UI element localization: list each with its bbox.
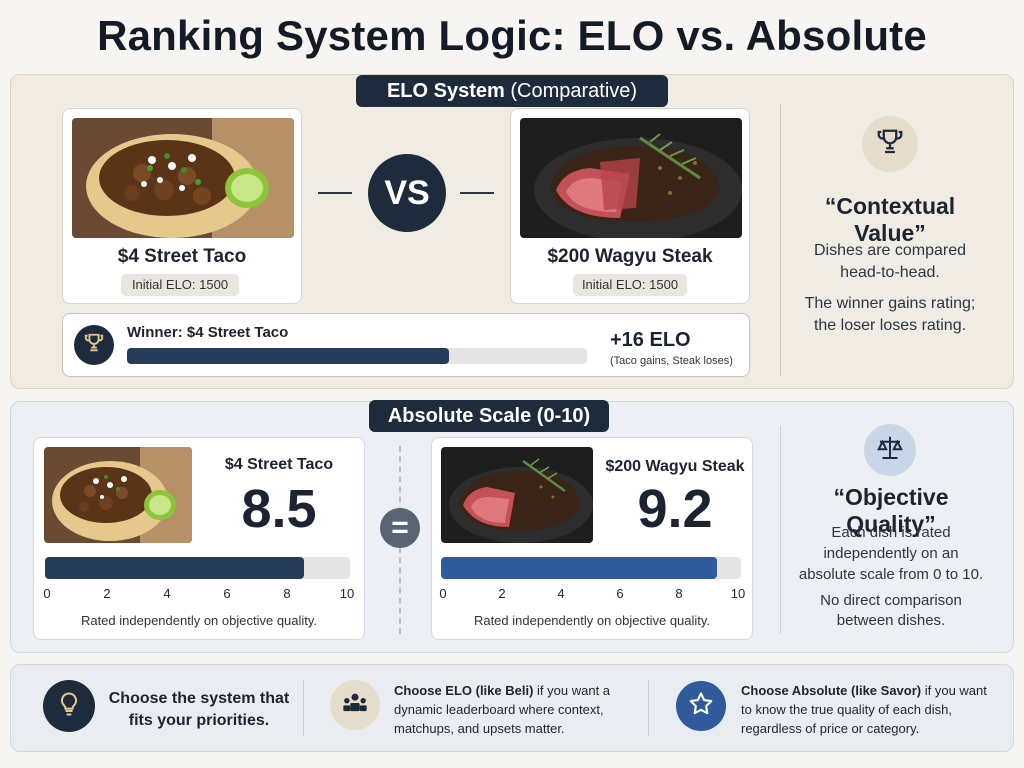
abs-taco-scale-fill [45, 557, 305, 579]
equals-sign: = [391, 511, 409, 544]
winner-trophy-badge [74, 325, 114, 365]
elo-pill-title: ELO System [386, 80, 505, 102]
trophy-icon [83, 332, 105, 359]
abs-taco-tick-10: 10 [339, 586, 355, 601]
star-icon [687, 690, 715, 723]
abs-steak-tick-4: 4 [557, 586, 565, 601]
footer-tip: Choose the system that fits your priorit… [108, 690, 290, 729]
footer-absolute-choice-rest: if you want to know the true quality of … [741, 683, 987, 736]
elo-steak-name: $200 Wagyu Steak [547, 246, 713, 267]
elo-steak-card [510, 108, 750, 304]
footer-section [10, 664, 1014, 752]
abs-taco-score: 8.5 [241, 479, 317, 539]
abs-steak-tick-6: 6 [616, 586, 624, 601]
abs-divider [780, 426, 781, 634]
contextual-value-heading: “Contextual Value” [824, 193, 956, 246]
contextual-text-2: The winner gains rating; the loser loses… [804, 295, 976, 334]
abs-steak-score: 9.2 [637, 479, 713, 539]
absolute-choice-badge [676, 681, 726, 731]
abs-steak-tick-0: 0 [439, 586, 447, 601]
objective-text-2: No direct comparison between dishes. [820, 592, 962, 629]
footer-divider-1 [303, 680, 304, 736]
contextual-trophy-badge [862, 116, 918, 172]
winner-label: Winner: $4 Street Taco [127, 324, 289, 341]
abs-taco-tick-2: 2 [103, 586, 111, 601]
steak-photo-small [441, 447, 593, 543]
abs-steak-tick-10: 10 [730, 586, 746, 601]
abs-taco-card [33, 437, 365, 640]
vs-line-left [318, 192, 352, 194]
tip-bulb-badge [43, 680, 95, 732]
objective-scales-badge [864, 424, 916, 476]
objective-text-1: Each dish is rated independently on an a… [798, 524, 984, 583]
equals-badge: = [380, 508, 420, 548]
elo-choice-badge [330, 680, 380, 730]
abs-steak-caption: Rated independently on objective quality… [473, 613, 711, 628]
abs-taco-tick-4: 4 [163, 586, 171, 601]
abs-taco-tick-0: 0 [43, 586, 51, 601]
trophy-icon [875, 127, 905, 162]
elo-delta: +16 ELO [610, 329, 691, 351]
objective-quality-heading: “Objective Quality” [833, 484, 949, 537]
taco-photo [72, 118, 294, 238]
steak-photo [520, 118, 742, 238]
elo-delta-note: (Taco gains, Steak loses) [610, 355, 733, 367]
winner-panel [62, 313, 750, 377]
abs-steak-name: $200 Wagyu Steak [605, 458, 745, 475]
winner-progress-fill [127, 348, 449, 364]
page-title: Ranking System Logic: ELO vs. Absolute [97, 12, 927, 59]
abs-taco-scale-track [45, 557, 350, 579]
taco-photo-small [44, 447, 192, 543]
abs-taco-name: $4 Street Taco [224, 456, 334, 473]
footer-absolute-choice-bold: Choose Absolute (like Savor) [741, 683, 922, 698]
footer-absolute-choice: Choose Absolute (like Savor) if you want… [741, 681, 991, 738]
abs-steak-tick-2: 2 [498, 586, 506, 601]
abs-steak-tick-8: 8 [675, 586, 683, 601]
elo-steak-chip: Initial ELO: 1500 [573, 274, 687, 296]
abs-steak-card [431, 437, 753, 640]
contextual-text-1: Dishes are compared head-to-head. [813, 242, 967, 281]
scales-icon [875, 433, 905, 468]
elo-divider [780, 104, 781, 376]
vs-line-right [460, 192, 494, 194]
footer-elo-choice-bold: Choose ELO (like Beli) [394, 683, 534, 698]
footer-elo-choice: Choose ELO (like Beli) if you want a dyn… [394, 681, 634, 738]
abs-taco-tick-8: 8 [283, 586, 291, 601]
winner-progress-track [127, 348, 587, 364]
people-icon [341, 689, 369, 722]
footer-elo-choice-rest: if you want a dynamic leaderboard where … [394, 683, 611, 736]
elo-taco-chip: Initial ELO: 1500 [121, 274, 239, 296]
elo-system-pill: ELO System (Comparative) [356, 75, 668, 107]
absolute-scale-pill: Absolute Scale (0-10) [369, 400, 609, 432]
elo-taco-card [62, 108, 302, 304]
elo-taco-name: $4 Street Taco [117, 246, 247, 267]
elo-pill-subtitle: (Comparative) [510, 80, 638, 102]
abs-steak-scale-fill [441, 557, 717, 579]
abs-steak-scale-track [441, 557, 741, 579]
lightbulb-icon [55, 690, 83, 723]
abs-taco-caption: Rated independently on objective quality… [80, 613, 318, 628]
footer-divider-2 [648, 680, 649, 736]
abs-taco-tick-6: 6 [223, 586, 231, 601]
vs-badge: VS [368, 154, 446, 232]
